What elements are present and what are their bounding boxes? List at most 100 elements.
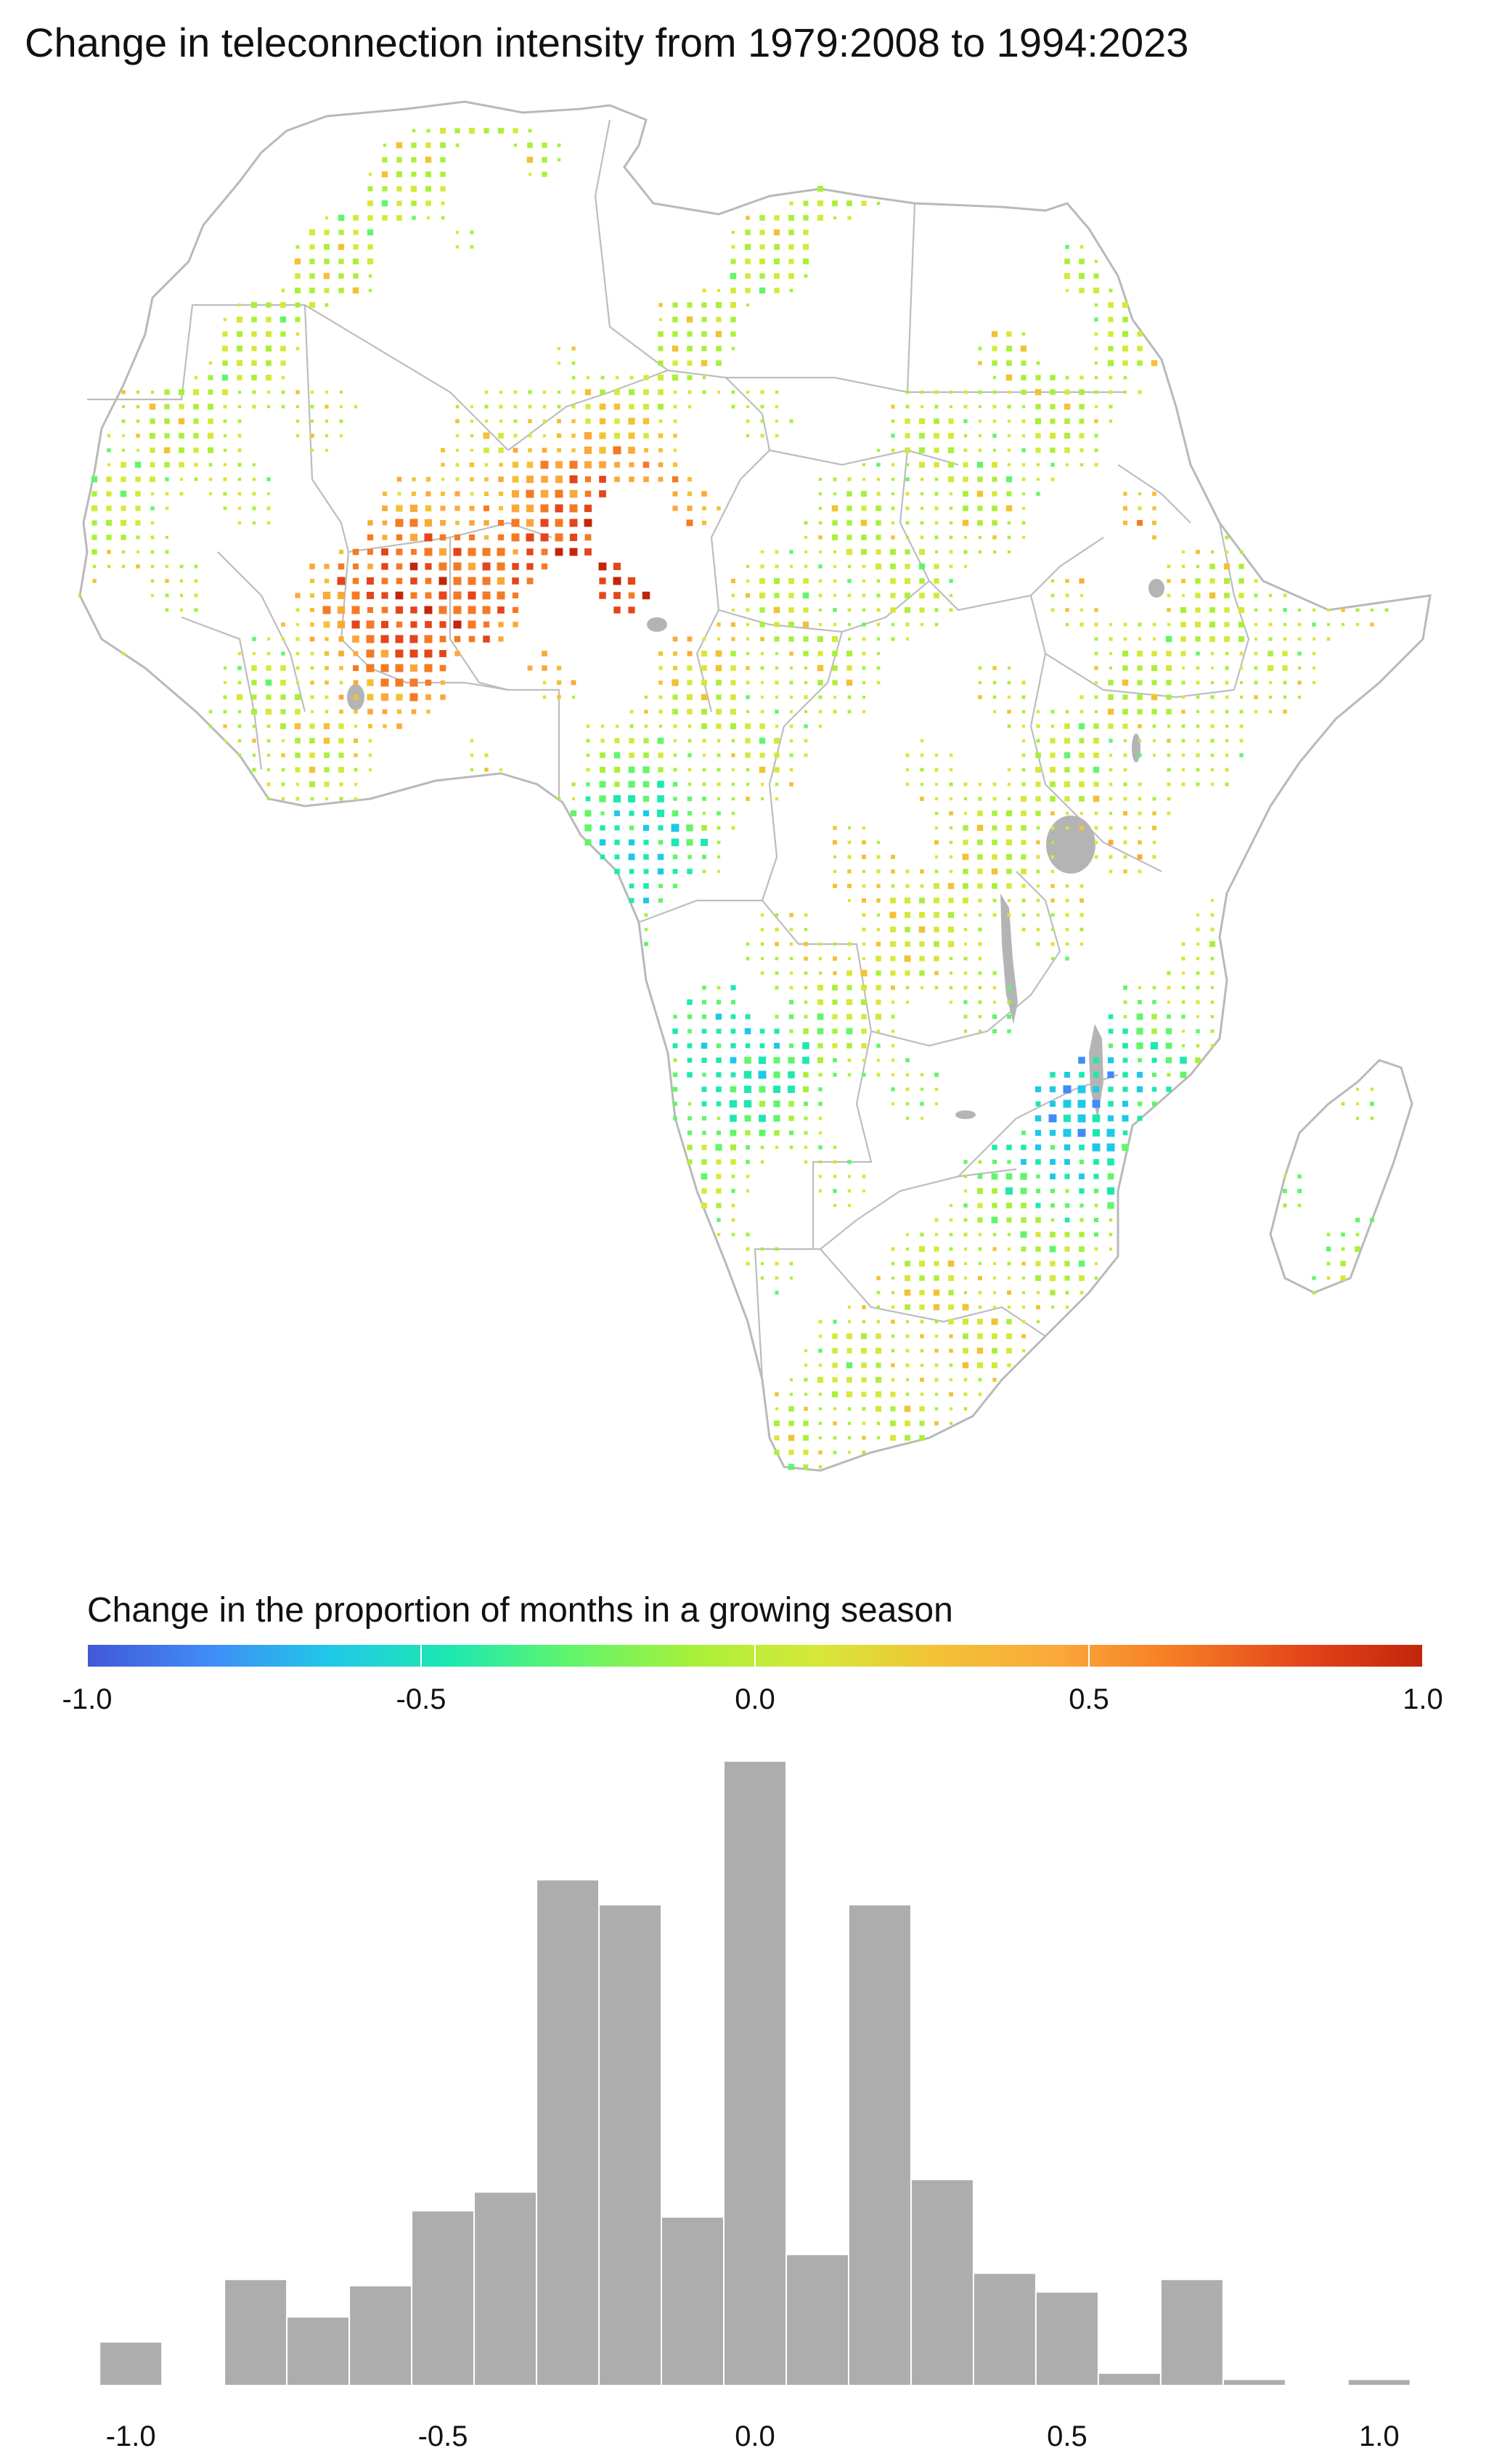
grid-cell-dot xyxy=(759,737,766,744)
grid-cell-dot xyxy=(759,752,765,758)
grid-cell-dot xyxy=(775,651,779,656)
grid-cell-dot xyxy=(905,535,910,540)
grid-cell-dot xyxy=(353,651,359,656)
grid-cell-dot xyxy=(963,564,968,569)
grid-cell-dot xyxy=(963,404,968,409)
grid-cell-dot xyxy=(1138,390,1142,394)
grid-cell-dot xyxy=(802,592,809,599)
grid-cell-dot xyxy=(862,622,866,627)
grid-cell-dot xyxy=(441,216,445,220)
histogram-bar xyxy=(99,2341,163,2387)
grid-cell-dot xyxy=(978,1232,982,1237)
grid-cell-dot xyxy=(759,229,765,235)
grid-cell-dot xyxy=(760,913,764,917)
grid-cell-dot xyxy=(775,695,779,699)
grid-cell-dot xyxy=(266,302,272,308)
grid-cell-dot xyxy=(1093,795,1100,802)
grid-cell-dot xyxy=(862,1450,866,1455)
grid-cell-dot xyxy=(1093,1086,1100,1093)
grid-cell-dot xyxy=(354,797,358,801)
grid-cell-dot xyxy=(934,1232,939,1237)
grid-cell-dot xyxy=(687,390,692,394)
grid-cell-dot xyxy=(584,810,592,817)
grid-cell-dot xyxy=(1034,1086,1042,1093)
grid-cell-dot xyxy=(934,1378,939,1382)
grid-cell-dot xyxy=(353,273,359,279)
grid-cell-dot xyxy=(236,316,243,323)
grid-cell-dot xyxy=(963,1174,968,1179)
grid-cell-dot xyxy=(687,1144,693,1150)
grid-cell-dot xyxy=(775,434,779,438)
grid-cell-dot xyxy=(1137,709,1143,715)
grid-cell-dot xyxy=(1122,1130,1128,1136)
grid-cell-dot xyxy=(890,970,896,976)
grid-cell-dot xyxy=(789,913,793,917)
grid-cell-dot xyxy=(599,490,606,497)
grid-cell-dot xyxy=(759,1043,765,1049)
grid-cell-dot xyxy=(528,172,532,176)
grid-cell-dot xyxy=(1049,1274,1056,1282)
grid-cell-dot xyxy=(1007,1000,1011,1004)
grid-cell-dot xyxy=(1006,825,1012,831)
grid-cell-dot xyxy=(1021,782,1026,786)
grid-cell-dot xyxy=(165,506,169,511)
grid-cell-dot xyxy=(846,520,852,526)
grid-cell-dot xyxy=(367,679,374,686)
grid-cell-dot xyxy=(875,563,882,570)
grid-cell-dot xyxy=(687,346,693,351)
grid-cell-dot xyxy=(775,1015,779,1019)
grid-cell-dot xyxy=(310,448,314,452)
grid-cell-dot xyxy=(412,477,416,481)
grid-cell-dot xyxy=(804,680,808,685)
grid-cell-dot xyxy=(992,680,997,685)
grid-cell-dot xyxy=(1109,288,1113,293)
grid-cell-dot xyxy=(1035,781,1041,787)
grid-cell-dot xyxy=(788,259,794,264)
grid-cell-dot xyxy=(1065,956,1069,961)
grid-cell-dot xyxy=(1065,608,1069,612)
grid-cell-dot xyxy=(789,709,793,714)
grid-cell-dot xyxy=(803,229,809,235)
grid-cell-dot xyxy=(847,695,852,699)
grid-cell-dot xyxy=(121,390,126,394)
grid-cell-dot xyxy=(758,1056,767,1065)
grid-cell-dot xyxy=(730,1057,737,1064)
grid-cell-dot xyxy=(949,390,953,394)
grid-cell-dot xyxy=(920,869,924,874)
grid-cell-dot xyxy=(150,433,155,439)
grid-cell-dot xyxy=(643,898,649,903)
grid-cell-dot xyxy=(571,434,576,438)
grid-cell-dot xyxy=(91,476,98,483)
grid-cell-dot xyxy=(774,244,780,250)
grid-cell-dot xyxy=(1094,666,1098,670)
grid-cell-dot xyxy=(614,810,620,816)
grid-cell-dot xyxy=(1093,1188,1099,1194)
grid-cell-dot xyxy=(470,434,474,438)
grid-cell-dot xyxy=(730,665,736,671)
grid-cell-dot xyxy=(1020,1187,1027,1195)
grid-cell-dot xyxy=(905,1349,910,1353)
grid-cell-dot xyxy=(803,215,809,221)
grid-cell-dot xyxy=(470,404,474,409)
grid-cell-dot xyxy=(1109,782,1113,786)
grid-cell-dot xyxy=(569,548,578,556)
grid-cell-dot xyxy=(1268,695,1273,699)
grid-cell-dot xyxy=(818,506,823,511)
grid-cell-dot xyxy=(876,985,881,991)
grid-cell-dot xyxy=(613,562,621,571)
grid-cell-dot xyxy=(862,695,866,699)
grid-cell-dot xyxy=(644,927,648,932)
grid-cell-dot xyxy=(1007,550,1011,554)
grid-cell-dot xyxy=(281,651,285,656)
grid-cell-dot xyxy=(1006,1217,1012,1223)
grid-cell-dot xyxy=(179,608,184,612)
grid-cell-dot xyxy=(1021,1305,1026,1309)
grid-cell-dot xyxy=(934,404,939,409)
grid-cell-dot xyxy=(978,1247,982,1251)
grid-cell-dot xyxy=(150,550,155,554)
grid-cell-dot xyxy=(876,1421,881,1426)
grid-cell-dot xyxy=(687,680,693,686)
grid-cell-dot xyxy=(818,1363,823,1367)
grid-cell-dot xyxy=(1122,665,1128,671)
grid-cell-dot xyxy=(920,1087,924,1091)
